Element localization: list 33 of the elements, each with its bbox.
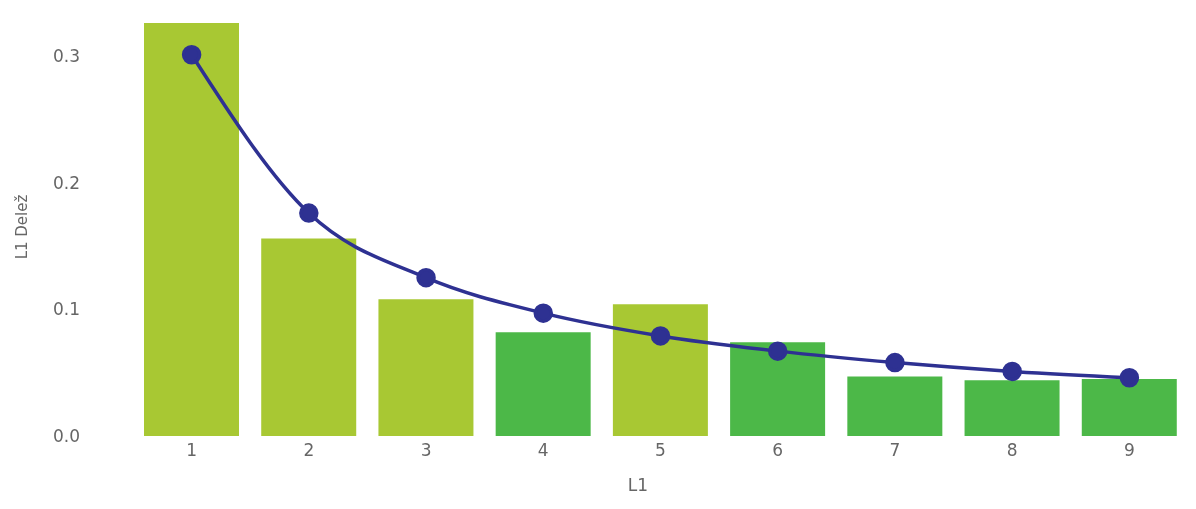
x-tick-label: 8 [1006,440,1018,461]
point [1002,361,1022,382]
point [181,44,202,65]
bar [964,380,1060,436]
bar [612,304,708,436]
bar [847,376,943,436]
y-tick-label: 0.2 [52,172,80,193]
x-tick-label: 4 [537,440,549,461]
point [299,203,319,223]
bar [495,332,591,436]
point [416,267,436,288]
y-tick-label: 0.3 [52,46,80,67]
bar [261,238,357,436]
y-axis-title: L1 Delež [13,194,32,260]
bar [144,23,239,436]
x-tick-label: 9 [1123,440,1135,461]
y-tick-label: 0.1 [52,299,80,320]
bar [730,342,826,436]
x-tick-label: 7 [889,440,901,461]
y-tick-label: 0.0 [52,426,80,447]
bar [1081,379,1177,436]
x-tick-label: 3 [420,440,432,461]
x-tick-label: 1 [186,440,198,461]
bar [378,299,474,436]
point [650,326,671,346]
x-tick-label: 5 [655,440,666,461]
x-axis-title: L1 [627,475,649,495]
point [533,303,554,323]
x-tick-label: 2 [303,440,315,461]
x-tick-label: 6 [772,440,784,461]
point [767,341,788,361]
point [885,352,905,373]
point [1119,367,1140,388]
